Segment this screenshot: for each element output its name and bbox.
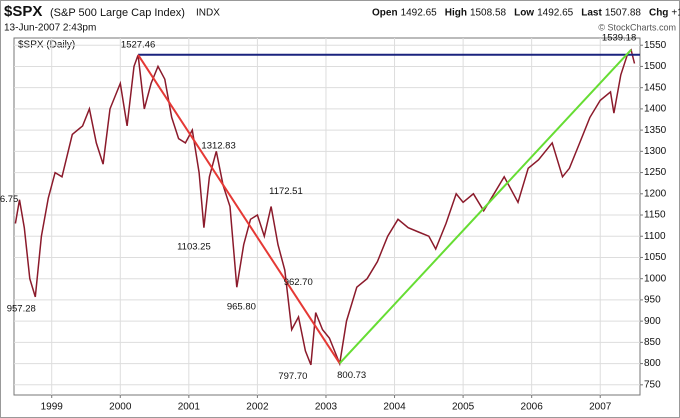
x-tick-label: 2002 (246, 402, 269, 413)
y-tick-label: 1200 (644, 188, 667, 199)
annotation: 962.70 (284, 277, 313, 288)
price-line (14, 48, 636, 367)
chart-title: $SPX (4, 3, 42, 20)
exchange: INDX (196, 8, 220, 19)
y-tick-label: 1250 (644, 167, 667, 178)
quote-value: 1507.88 (605, 8, 642, 19)
x-tick-label: 2004 (383, 402, 406, 413)
y-tick-label: 800 (644, 358, 661, 369)
quote-value: 1492.65 (537, 8, 574, 19)
y-tick-label: 900 (644, 316, 661, 327)
x-tick-label: 1999 (41, 402, 64, 413)
annotation: 1312.83 (201, 140, 235, 151)
x-tick-label: 2003 (315, 402, 338, 413)
quote-value: 1508.58 (470, 8, 507, 19)
x-tick-label: 2005 (452, 402, 475, 413)
y-tick-label: 1050 (644, 252, 667, 263)
quote-label: Open (372, 8, 398, 19)
annotation: 965.80 (227, 302, 256, 313)
y-tick-label: 1500 (644, 61, 667, 72)
annotation: 1172.51 (269, 186, 303, 197)
quote-value: +14.88 (+1.00%) (671, 8, 680, 19)
y-tick-label: 950 (644, 295, 661, 306)
annotation: 957.28 (7, 303, 36, 314)
annotation: 1103.25 (177, 241, 211, 252)
plot-area (13, 37, 641, 396)
quote-label: High (445, 8, 467, 19)
quote-label: Chg (649, 8, 668, 19)
trend-line (338, 49, 632, 364)
y-tick-label: 1550 (644, 40, 667, 51)
date: 13-Jun-2007 2:43pm (4, 23, 96, 34)
quote-value: 1492.65 (401, 8, 438, 19)
y-tick-label: 1000 (644, 273, 667, 284)
quote-label: Last (581, 8, 602, 19)
y-tick-label: 1400 (644, 104, 667, 115)
y-tick-label: 750 (644, 379, 661, 390)
y-tick-label: 850 (644, 337, 661, 348)
x-tick-label: 2001 (178, 402, 201, 413)
y-tick-label: 1100 (644, 231, 666, 242)
x-tick-label: 2006 (521, 402, 544, 413)
source: © StockCharts.com (598, 22, 676, 32)
x-tick-label: 2007 (589, 402, 612, 413)
annotation: 800.73 (337, 370, 366, 381)
y-tick-label: 1450 (644, 82, 667, 93)
quote-label: Low (514, 8, 534, 19)
annotation: 1539.18 (602, 32, 636, 43)
x-tick-label: 2000 (109, 402, 132, 413)
annotation: 1527.46 (121, 39, 155, 50)
y-tick-label: 1150 (644, 210, 666, 221)
trend-line (137, 54, 341, 364)
y-tick-label: 1350 (644, 125, 667, 136)
subtitle: (S&P 500 Large Cap Index) (50, 7, 185, 19)
y-tick-label: 1300 (644, 146, 667, 157)
annotation: 797.70 (278, 371, 307, 382)
annotation: 1186.75 (0, 194, 18, 205)
